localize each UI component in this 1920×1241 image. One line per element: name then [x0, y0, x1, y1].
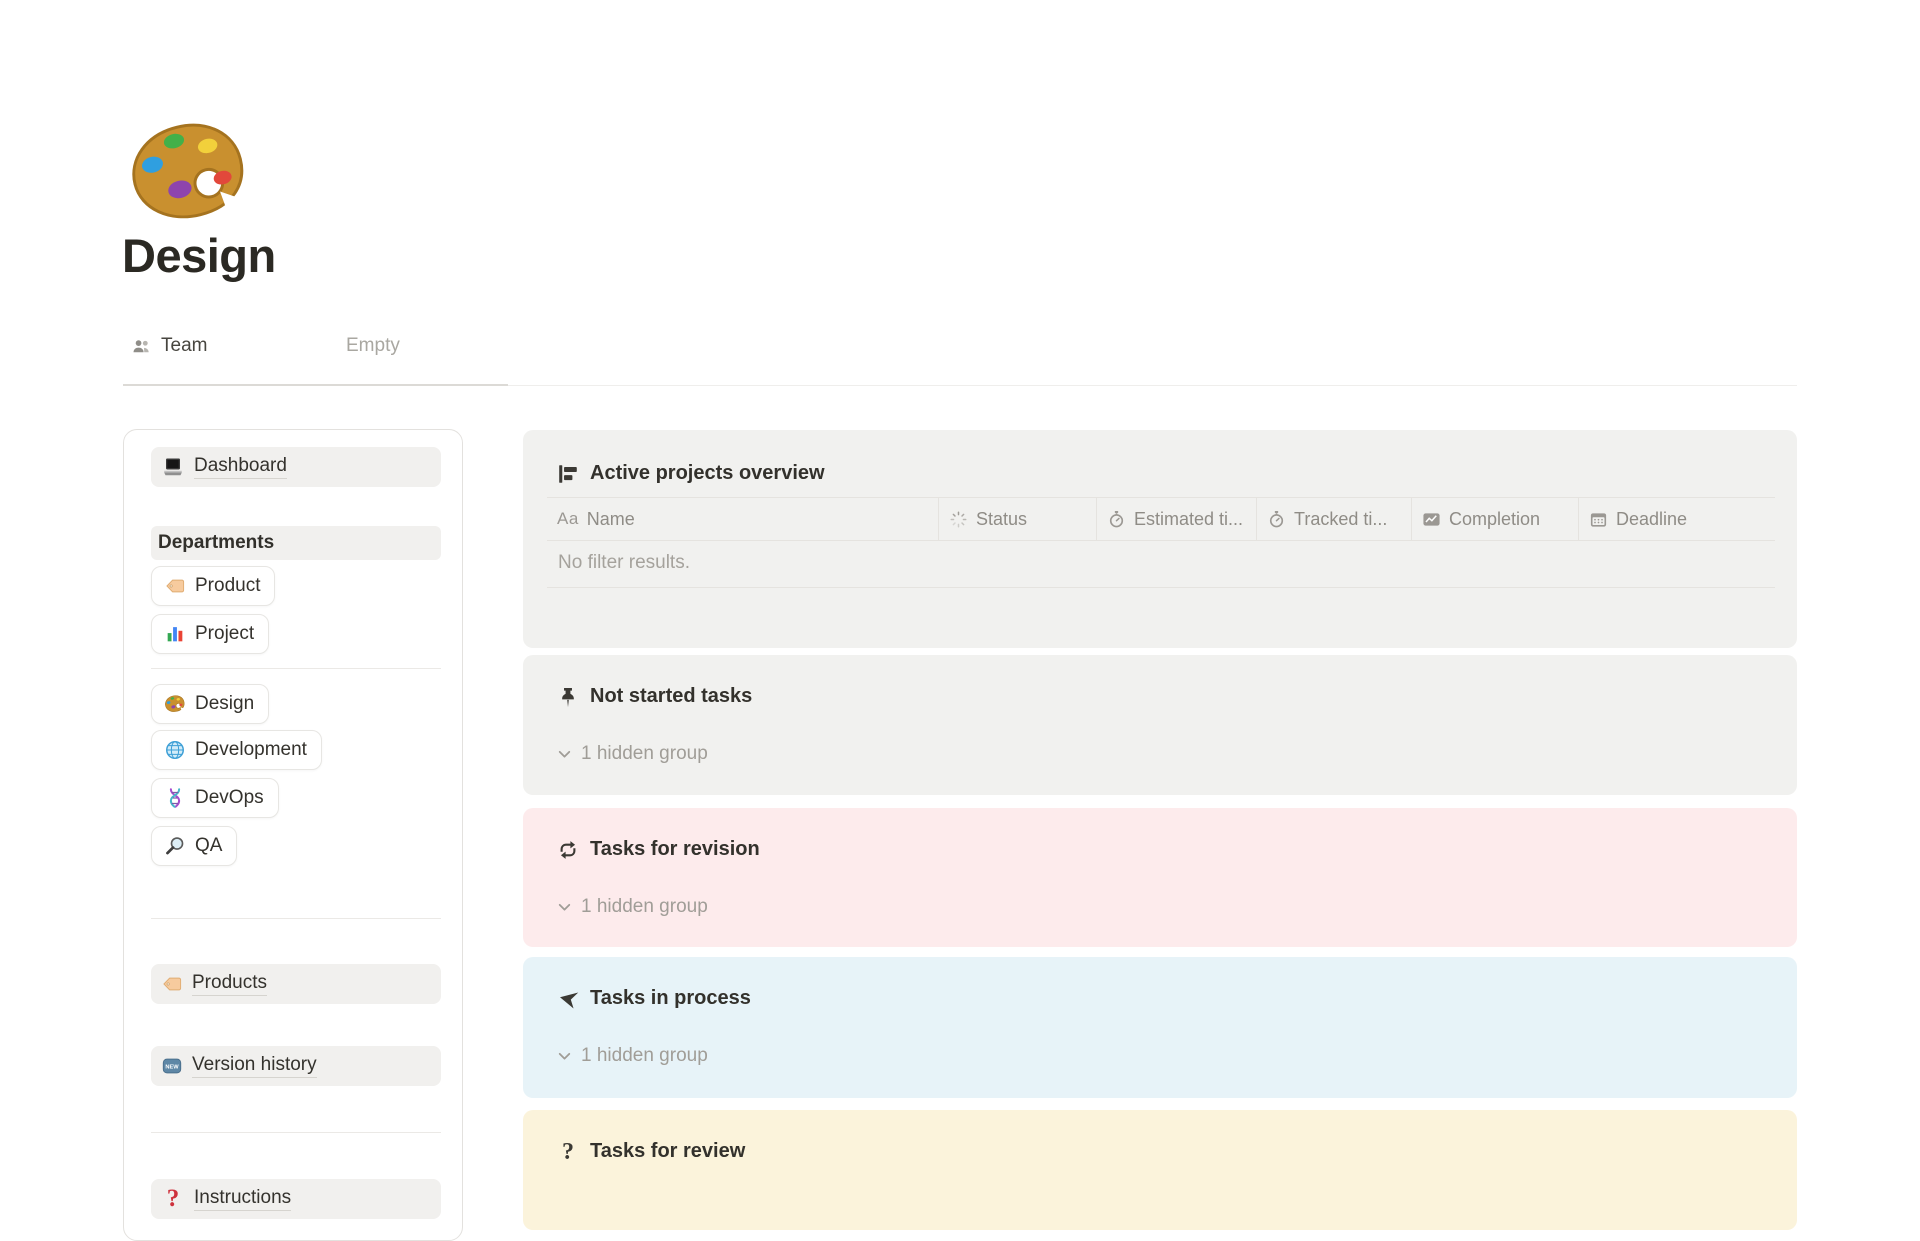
text-type-icon: Aa — [557, 509, 579, 528]
globe-icon — [164, 739, 186, 761]
stopwatch-icon — [1267, 510, 1286, 529]
section-title: Tasks for revision — [590, 838, 760, 860]
section-header-active-projects[interactable]: Active projects overview — [557, 462, 825, 485]
sidebar-button-devops[interactable]: DevOps — [151, 778, 279, 818]
hidden-group-label: 1 hidden group — [581, 896, 708, 917]
chevron-down-icon — [556, 899, 573, 916]
column-header-name[interactable]: Aa Name — [547, 498, 938, 540]
column-label: Estimated ti... — [1134, 508, 1244, 529]
devops-button-label: DevOps — [195, 787, 264, 808]
new-badge-icon — [161, 1055, 183, 1077]
sidebar-button-design[interactable]: Design — [151, 684, 270, 724]
products-item-label: Products — [192, 972, 267, 996]
column-header-tracked-time[interactable]: Tracked ti... — [1256, 498, 1411, 540]
section-not-started-tasks: Not started tasks 1 hidden group — [523, 655, 1797, 795]
hidden-group-toggle[interactable]: 1 hidden group — [556, 896, 708, 918]
property-team[interactable]: Team — [131, 330, 207, 362]
column-header-status[interactable]: Status — [938, 498, 1096, 540]
table-header-row: Aa Name Status Estimated ti... Tracked t… — [547, 497, 1775, 541]
section-tasks-for-revision: Tasks for revision 1 hidden group — [523, 808, 1797, 947]
sidebar-divider — [151, 918, 441, 919]
hidden-group-label: 1 hidden group — [581, 743, 708, 764]
column-label: Name — [586, 508, 635, 529]
column-label: Deadline — [1616, 508, 1688, 529]
column-header-deadline[interactable]: Deadline — [1578, 498, 1775, 540]
dna-icon — [164, 787, 186, 809]
instructions-item-label: Instructions — [194, 1187, 292, 1211]
product-button-label: Product — [195, 575, 261, 596]
palette-emoji-icon — [126, 110, 252, 236]
design-button-label: Design — [195, 693, 255, 714]
section-tasks-for-review: ? Tasks for review — [523, 1110, 1797, 1230]
page-title[interactable]: Design — [122, 229, 276, 282]
version-history-item-label: Version history — [192, 1054, 317, 1078]
section-title: Active projects overview — [590, 462, 825, 484]
column-header-completion[interactable]: Completion — [1411, 498, 1578, 540]
section-title: Tasks for review — [590, 1140, 746, 1162]
sidebar-divider — [151, 668, 441, 669]
palette-icon — [164, 693, 186, 715]
bar-chart-glyph-icon — [557, 463, 579, 485]
tag-icon — [164, 575, 186, 597]
column-label: Status — [976, 508, 1028, 529]
page-icon-palette[interactable] — [126, 110, 252, 236]
section-header-in-process[interactable]: Tasks in process — [557, 987, 751, 1010]
sidebar-button-qa[interactable]: QA — [151, 826, 238, 866]
calendar-icon — [1589, 510, 1608, 529]
sidebar-button-development[interactable]: Development — [151, 730, 322, 770]
property-team-label: Team — [161, 335, 208, 356]
navigation-arrow-icon — [557, 988, 579, 1010]
sidebar-item-dashboard[interactable]: Dashboard — [151, 447, 441, 487]
stopwatch-icon — [1107, 510, 1126, 529]
table-empty-state: No filter results. — [558, 552, 690, 573]
section-header-review[interactable]: ? Tasks for review — [557, 1138, 746, 1165]
development-button-label: Development — [195, 739, 307, 760]
tag-icon — [161, 973, 183, 995]
sidebar-item-products[interactable]: Products — [151, 964, 441, 1004]
project-button-label: Project — [195, 623, 255, 644]
chart-image-icon — [1422, 510, 1441, 529]
section-header-not-started[interactable]: Not started tasks — [557, 685, 752, 708]
sidebar-item-version-history[interactable]: Version history — [151, 1046, 441, 1086]
pushpin-icon — [557, 686, 579, 708]
property-team-value[interactable]: Empty — [346, 335, 400, 356]
section-title: Not started tasks — [590, 685, 753, 707]
bar-chart-emoji-icon — [164, 623, 186, 645]
sidebar-item-instructions[interactable]: ? Instructions — [151, 1179, 441, 1219]
sidebar-heading-departments: Departments — [151, 526, 441, 560]
spinner-status-icon — [949, 510, 968, 529]
header-divider-left — [123, 384, 508, 386]
section-tasks-in-process: Tasks in process 1 hidden group — [523, 957, 1797, 1098]
chevron-down-icon — [556, 1048, 573, 1065]
red-question-icon: ? — [166, 1185, 180, 1212]
question-mark-icon: ? — [562, 1138, 574, 1165]
section-active-projects-overview: Active projects overview Aa Name Status … — [523, 430, 1797, 648]
qa-button-label: QA — [195, 835, 223, 856]
hidden-group-toggle[interactable]: 1 hidden group — [556, 1045, 708, 1067]
sidebar-button-product[interactable]: Product — [151, 566, 276, 606]
chevron-down-icon — [556, 746, 573, 763]
column-label: Tracked ti... — [1294, 508, 1388, 529]
table-bottom-border — [547, 587, 1775, 588]
sidebar-item-dashboard-label: Dashboard — [194, 455, 287, 479]
laptop-icon — [161, 455, 185, 479]
section-title: Tasks in process — [590, 987, 751, 1009]
people-icon — [131, 336, 152, 357]
column-label: Completion — [1449, 508, 1541, 529]
sidebar: Dashboard Departments Product Project De… — [123, 429, 463, 1241]
hidden-group-label: 1 hidden group — [581, 1045, 708, 1066]
departments-heading-label: Departments — [158, 532, 275, 553]
section-header-revision[interactable]: Tasks for revision — [557, 838, 760, 861]
sidebar-button-project[interactable]: Project — [151, 614, 270, 654]
hidden-group-toggle[interactable]: 1 hidden group — [556, 743, 708, 765]
column-header-estimated-time[interactable]: Estimated ti... — [1096, 498, 1256, 540]
magnifier-icon — [164, 835, 186, 857]
sidebar-divider — [151, 1132, 441, 1133]
repeat-arrows-icon — [557, 839, 579, 861]
header-divider-right — [508, 385, 1797, 386]
